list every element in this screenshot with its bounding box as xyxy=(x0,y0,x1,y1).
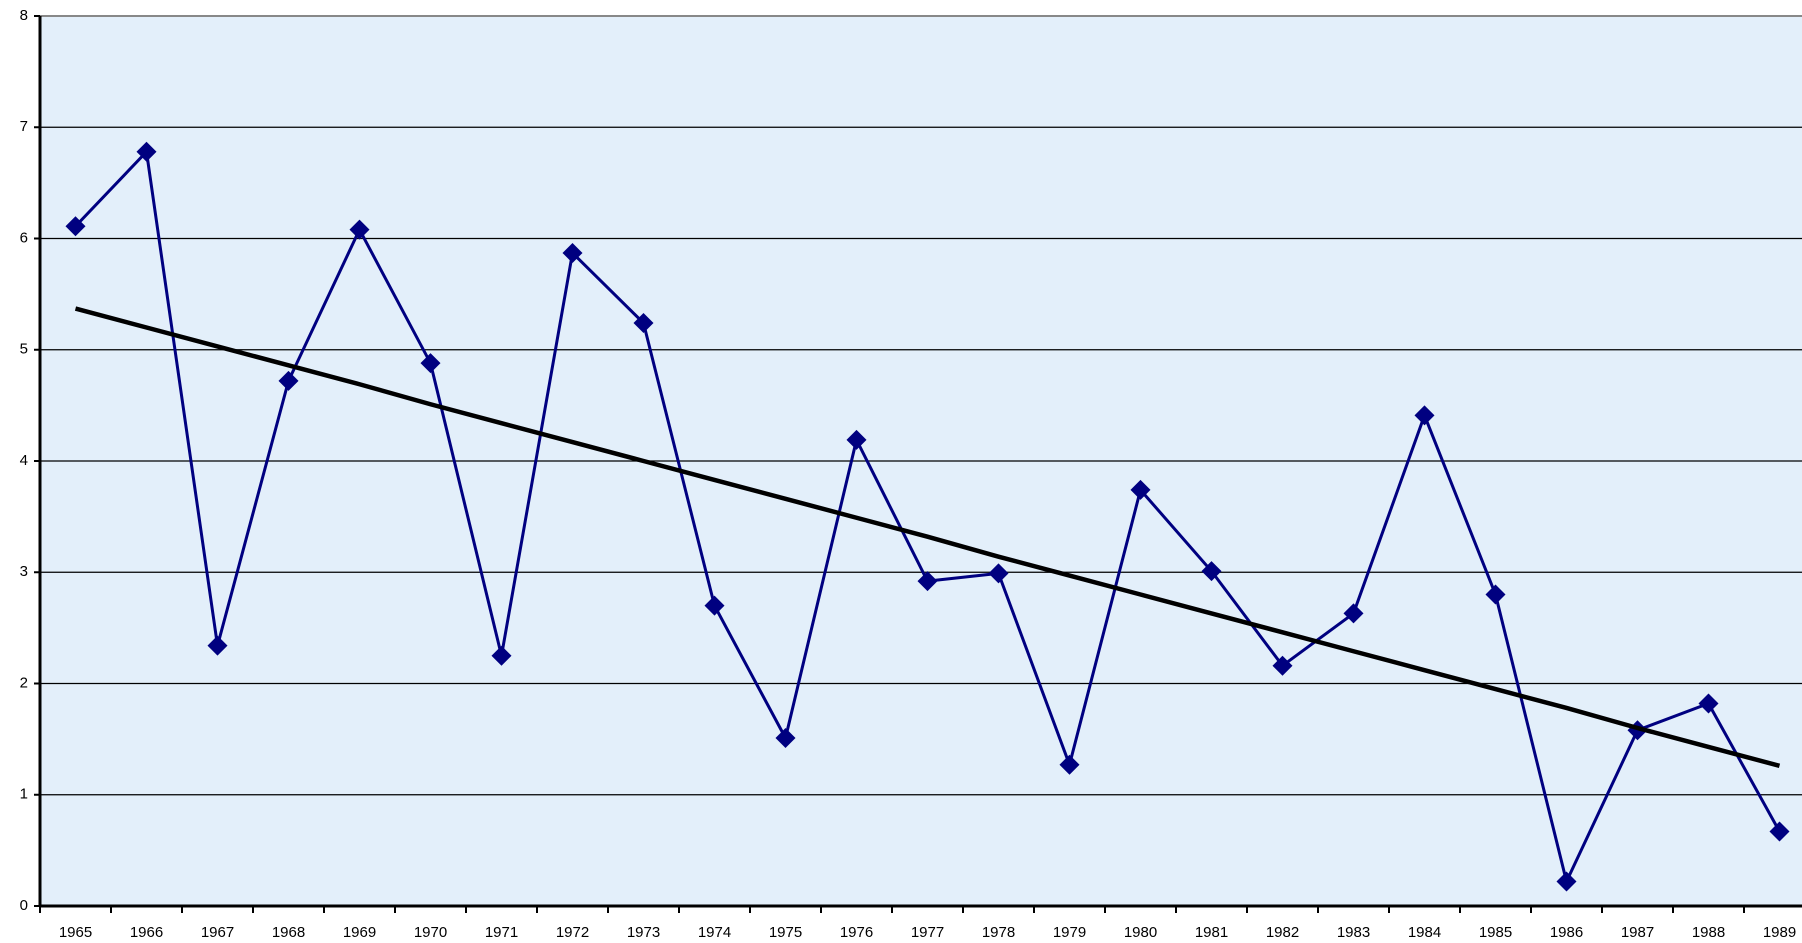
point-marker xyxy=(491,645,512,666)
point-marker xyxy=(1698,693,1719,714)
x-tick-label: 1989 xyxy=(1763,924,1796,941)
y-tick-label: 4 xyxy=(20,452,28,469)
point-marker xyxy=(704,595,725,616)
point-marker xyxy=(1130,479,1151,500)
y-tick-label: 6 xyxy=(20,229,28,246)
point-marker xyxy=(775,728,796,749)
x-tick-label: 1987 xyxy=(1621,924,1654,941)
point-marker xyxy=(207,635,228,656)
x-tick-label: 1968 xyxy=(272,924,305,941)
x-tick-label: 1982 xyxy=(1266,924,1299,941)
trend-line xyxy=(74,306,1781,768)
x-tick-label: 1986 xyxy=(1550,924,1583,941)
point-marker xyxy=(136,141,157,162)
x-tick-label: 1979 xyxy=(1053,924,1086,941)
x-tick-label: 1984 xyxy=(1408,924,1441,941)
point-marker xyxy=(1414,405,1435,426)
y-tick-label: 5 xyxy=(20,341,28,358)
point-marker xyxy=(562,242,583,263)
y-tick-label: 1 xyxy=(20,786,28,803)
y-tick-label: 8 xyxy=(20,7,28,24)
point-marker xyxy=(65,216,86,237)
x-tick-label: 1978 xyxy=(982,924,1015,941)
x-tick-label: 1970 xyxy=(414,924,447,941)
x-tick-label: 1974 xyxy=(698,924,731,941)
x-tick-label: 1973 xyxy=(627,924,660,941)
point-marker xyxy=(633,313,654,334)
x-tick-label: 1981 xyxy=(1195,924,1228,941)
point-marker xyxy=(1556,871,1577,892)
x-tick-label: 1976 xyxy=(840,924,873,941)
point-marker xyxy=(846,429,867,450)
x-tick-label: 1972 xyxy=(556,924,589,941)
x-tick-label: 1975 xyxy=(769,924,802,941)
point-marker xyxy=(1201,561,1222,582)
x-tick-label: 1988 xyxy=(1692,924,1725,941)
point-marker xyxy=(1343,603,1364,624)
x-tick-label: 1980 xyxy=(1124,924,1157,941)
point-marker xyxy=(1769,821,1790,842)
x-tick-label: 1967 xyxy=(201,924,234,941)
x-tick-label: 1969 xyxy=(343,924,376,941)
y-tick-label: 3 xyxy=(20,563,28,580)
x-tick-label: 1977 xyxy=(911,924,944,941)
point-marker xyxy=(917,571,938,592)
y-tick-label: 7 xyxy=(20,118,28,135)
x-tick-label: 1971 xyxy=(485,924,518,941)
x-tick-label: 1985 xyxy=(1479,924,1512,941)
point-marker xyxy=(278,370,299,391)
point-marker xyxy=(1272,655,1293,676)
y-tick-label: 2 xyxy=(20,674,28,691)
point-marker xyxy=(988,563,1009,584)
x-tick-label: 1983 xyxy=(1337,924,1370,941)
x-tick-label: 1966 xyxy=(130,924,163,941)
point-marker xyxy=(1485,584,1506,605)
point-marker xyxy=(420,353,441,374)
y-tick-label: 0 xyxy=(20,897,28,914)
point-marker xyxy=(349,219,370,240)
x-tick-label: 1965 xyxy=(59,924,92,941)
point-marker xyxy=(1059,754,1080,775)
